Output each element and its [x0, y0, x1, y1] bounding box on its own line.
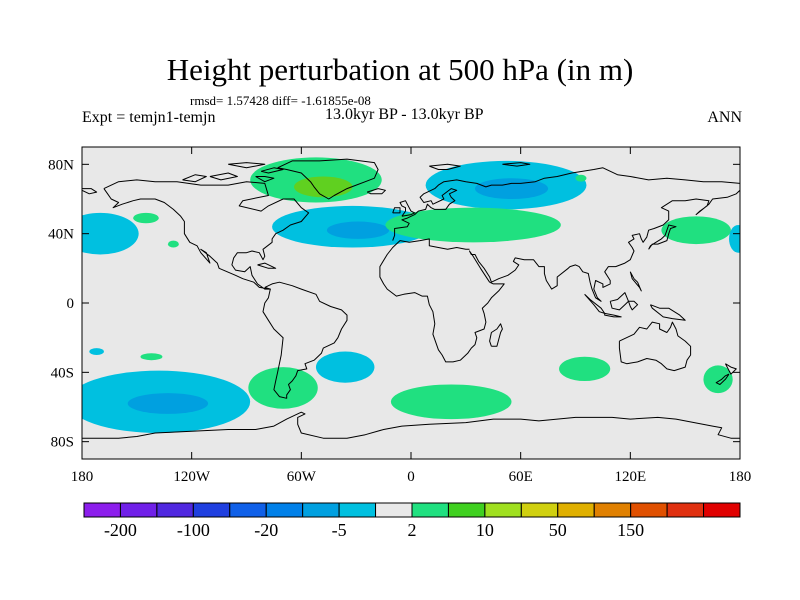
anomaly-region-5: [474, 178, 549, 200]
colorbar-box-11: [484, 502, 522, 518]
colorbar-box-16: [666, 502, 705, 518]
colorbar-box-14: [593, 502, 632, 518]
colorbar-box-9: [411, 502, 449, 518]
colorbar-label-7: 150: [617, 520, 644, 540]
lon-tick-label-0: 180: [71, 469, 94, 485]
chart-title: Height perturbation at 500 hPa (in m): [166, 52, 634, 87]
colorbar-label-3: -5: [332, 520, 347, 540]
coastline-28: [228, 162, 266, 169]
colorbar-box-5: [265, 502, 304, 518]
coastline-5: [469, 189, 740, 302]
anomaly-region-1: [294, 176, 353, 198]
anomaly-region-18: [559, 356, 611, 381]
lat-tick-label-3: 40S: [51, 365, 74, 381]
anomaly-region-16: [315, 351, 375, 383]
coastline-11: [648, 224, 677, 250]
lat-tick-label-2: 0: [67, 296, 75, 312]
anomaly-region-15: [248, 367, 318, 409]
coastline-24: [429, 163, 461, 170]
colorbar: -200 -100 -20 -5 2 10 50 150: [83, 502, 741, 540]
coastline-17: [629, 271, 642, 292]
coastline-3: [392, 167, 740, 241]
colorbar-box-6: [302, 502, 340, 518]
colorbar-box-7: [338, 502, 377, 518]
lon-tick-label-4: 60E: [509, 469, 533, 485]
anomaly-region-9: [133, 212, 159, 224]
coastline-8: [618, 321, 692, 372]
colorbar-label-2: -20: [254, 520, 278, 540]
anomaly-region-3: [326, 221, 390, 239]
colorbar-box-13: [557, 502, 595, 518]
anomaly-region-21: [140, 353, 163, 361]
coastline-26: [182, 174, 207, 183]
coastline-15: [628, 300, 639, 311]
coastline-9: [399, 200, 416, 217]
colorbar-label-5: 10: [476, 520, 494, 540]
coastline-10: [392, 207, 401, 214]
coastline-29: [260, 167, 284, 174]
colorbar-label-6: 50: [549, 520, 567, 540]
anomaly-region-19: [703, 365, 733, 394]
colorbar-label-1: -100: [177, 520, 210, 540]
rmsd-diff-stats: rmsd= 1.57428 diff= -1.61855e-08: [190, 93, 371, 108]
anomaly-region-10: [167, 240, 179, 248]
colorbar-box-2: [156, 502, 194, 518]
colorbar-label-0: -200: [104, 520, 137, 540]
lat-tick-label-0: 80N: [48, 157, 74, 173]
colorbar-box-3: [192, 502, 231, 518]
coastline-1: [277, 158, 379, 200]
coastline-27: [209, 172, 238, 181]
coastline-7: [489, 323, 503, 347]
anomaly-region-20: [89, 348, 104, 355]
colorbar-box-4: [229, 502, 267, 518]
coastlines: [82, 158, 740, 439]
anomaly-region-11: [729, 225, 740, 253]
colorbar-box-12: [520, 502, 559, 518]
coastline-20: [257, 262, 277, 269]
coastline-23: [502, 162, 531, 167]
lon-tick-label-1: 120W: [173, 469, 211, 485]
coastline-13: [604, 312, 622, 318]
coastline-0: [103, 179, 310, 290]
anomaly-region-7: [661, 216, 731, 245]
colorbar-box-17: [703, 502, 741, 518]
coastline-18: [724, 363, 737, 375]
lat-tick-label-1: 40N: [48, 227, 74, 243]
coastline-4: [82, 188, 98, 195]
coastline-25: [255, 176, 275, 183]
colorbar-box-15: [630, 502, 668, 518]
coastline-19: [715, 373, 730, 385]
coastline-22: [82, 411, 740, 439]
lon-tick-label-5: 120E: [614, 469, 646, 485]
coastline-16: [649, 304, 686, 321]
colorbar-box-1: [119, 502, 158, 518]
lon-tick-label-2: 60W: [287, 469, 317, 485]
coastline-6: [379, 238, 505, 363]
period-label: 13.0kyr BP - 13.0kyr BP: [325, 106, 484, 123]
season-label: ANN: [707, 109, 742, 126]
anomaly-contours: [82, 157, 740, 433]
colorbar-box-8: [375, 502, 413, 518]
colorbar-label-4: 2: [408, 520, 417, 540]
coastline-21: [366, 188, 386, 195]
lat-tick-label-4: 80S: [51, 435, 74, 451]
anomaly-region-14: [127, 393, 209, 414]
colorbar-box-10: [447, 502, 486, 518]
coastline-14: [609, 292, 629, 311]
experiment-label: Expt = temjn1-temjn: [82, 109, 216, 126]
lon-tick-label-6: 180: [729, 469, 752, 485]
lon-tick-label-3: 0: [407, 469, 415, 485]
anomaly-region-12: [575, 174, 587, 182]
anomaly-region-8: [82, 212, 139, 255]
coastline-2: [262, 281, 348, 399]
axis-ticks: 180 120W 60W 0 60E 120E 180 80N 40N 0 40S 80S: [48, 147, 751, 485]
colorbar-box-0: [83, 502, 121, 518]
anomaly-region-6: [385, 207, 561, 243]
anomaly-region-17: [390, 384, 512, 420]
